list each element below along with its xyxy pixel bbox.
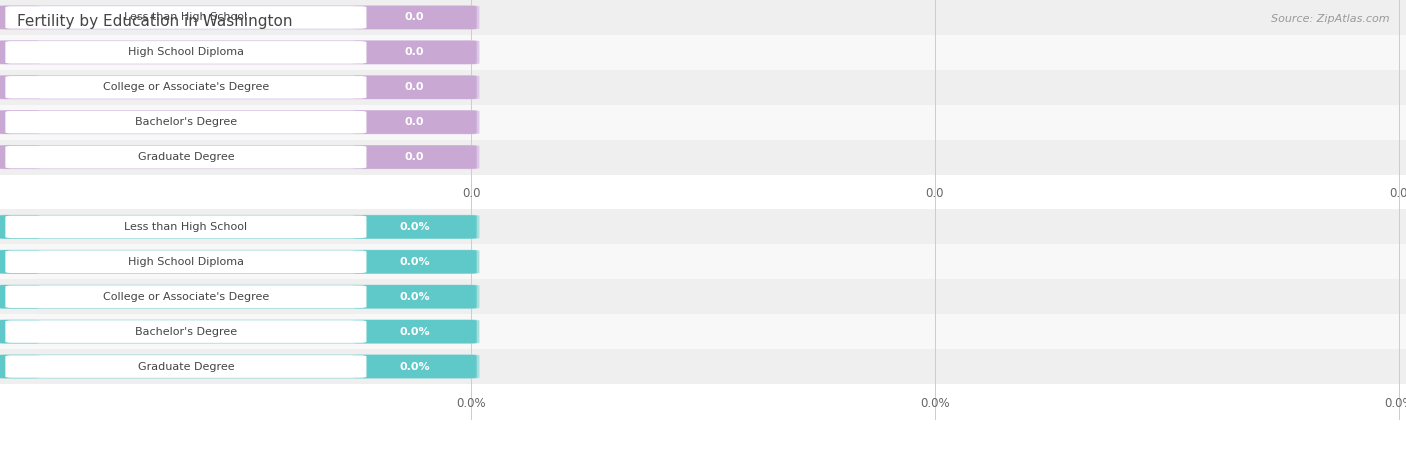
FancyBboxPatch shape: [0, 75, 479, 99]
Bar: [0, 175, 1406, 209]
FancyBboxPatch shape: [353, 355, 477, 378]
Text: High School Diploma: High School Diploma: [128, 47, 243, 58]
FancyBboxPatch shape: [6, 41, 367, 64]
FancyBboxPatch shape: [0, 215, 479, 239]
FancyBboxPatch shape: [6, 111, 367, 133]
FancyBboxPatch shape: [0, 355, 479, 378]
FancyBboxPatch shape: [6, 320, 367, 343]
Bar: [0, 384, 1406, 419]
Bar: [0, 139, 1406, 175]
FancyBboxPatch shape: [0, 215, 41, 238]
Text: 0.0: 0.0: [1389, 187, 1406, 200]
Text: 0.0%: 0.0%: [920, 397, 950, 410]
FancyBboxPatch shape: [0, 320, 41, 343]
FancyBboxPatch shape: [0, 110, 41, 134]
Bar: [0, 0, 1406, 35]
FancyBboxPatch shape: [353, 250, 477, 273]
Text: Less than High School: Less than High School: [124, 222, 247, 232]
Bar: [0, 209, 1406, 244]
Bar: [0, 244, 1406, 279]
FancyBboxPatch shape: [0, 250, 479, 274]
FancyBboxPatch shape: [0, 110, 479, 134]
FancyBboxPatch shape: [0, 76, 41, 99]
FancyBboxPatch shape: [353, 76, 477, 99]
Text: College or Associate's Degree: College or Associate's Degree: [103, 292, 269, 302]
Bar: [0, 105, 1406, 139]
Text: Source: ZipAtlas.com: Source: ZipAtlas.com: [1271, 14, 1389, 24]
FancyBboxPatch shape: [6, 6, 367, 29]
Text: 0.0: 0.0: [405, 47, 425, 58]
FancyBboxPatch shape: [353, 6, 477, 29]
Text: Graduate Degree: Graduate Degree: [138, 361, 235, 372]
FancyBboxPatch shape: [353, 215, 477, 238]
FancyBboxPatch shape: [6, 250, 367, 273]
FancyBboxPatch shape: [0, 355, 41, 378]
Text: 0.0%: 0.0%: [399, 257, 430, 267]
Bar: [0, 279, 1406, 314]
FancyBboxPatch shape: [6, 76, 367, 99]
Bar: [0, 70, 1406, 105]
Text: 0.0: 0.0: [461, 187, 481, 200]
Text: 0.0%: 0.0%: [1384, 397, 1406, 410]
FancyBboxPatch shape: [6, 146, 367, 169]
FancyBboxPatch shape: [0, 285, 41, 308]
FancyBboxPatch shape: [353, 285, 477, 308]
Text: 0.0: 0.0: [405, 82, 425, 92]
Text: 0.0: 0.0: [405, 12, 425, 22]
FancyBboxPatch shape: [6, 216, 367, 238]
FancyBboxPatch shape: [0, 145, 479, 169]
Text: High School Diploma: High School Diploma: [128, 257, 243, 267]
Text: College or Associate's Degree: College or Associate's Degree: [103, 82, 269, 92]
FancyBboxPatch shape: [353, 110, 477, 134]
FancyBboxPatch shape: [0, 146, 41, 169]
FancyBboxPatch shape: [353, 146, 477, 169]
Text: 0.0: 0.0: [405, 117, 425, 127]
FancyBboxPatch shape: [353, 41, 477, 64]
Text: 0.0%: 0.0%: [399, 361, 430, 372]
FancyBboxPatch shape: [353, 320, 477, 343]
FancyBboxPatch shape: [0, 319, 479, 344]
Text: 0.0%: 0.0%: [399, 222, 430, 232]
FancyBboxPatch shape: [0, 285, 479, 309]
Bar: [0, 35, 1406, 70]
FancyBboxPatch shape: [6, 286, 367, 308]
Text: Fertility by Education in Washington: Fertility by Education in Washington: [17, 14, 292, 30]
Text: 0.0%: 0.0%: [399, 327, 430, 337]
FancyBboxPatch shape: [0, 41, 41, 64]
Text: 0.0: 0.0: [405, 152, 425, 162]
Bar: [0, 314, 1406, 349]
Text: Less than High School: Less than High School: [124, 12, 247, 22]
Text: Bachelor's Degree: Bachelor's Degree: [135, 327, 238, 337]
Text: 0.0%: 0.0%: [456, 397, 486, 410]
FancyBboxPatch shape: [0, 40, 479, 64]
Text: Graduate Degree: Graduate Degree: [138, 152, 235, 162]
FancyBboxPatch shape: [0, 5, 479, 30]
FancyBboxPatch shape: [0, 250, 41, 273]
Text: 0.0: 0.0: [925, 187, 945, 200]
FancyBboxPatch shape: [6, 355, 367, 378]
FancyBboxPatch shape: [0, 6, 41, 29]
Text: 0.0%: 0.0%: [399, 292, 430, 302]
Bar: [0, 349, 1406, 384]
Text: Bachelor's Degree: Bachelor's Degree: [135, 117, 238, 127]
